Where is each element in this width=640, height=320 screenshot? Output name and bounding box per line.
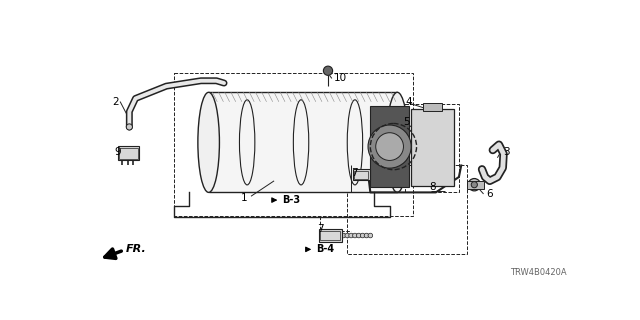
Circle shape bbox=[323, 66, 333, 76]
Text: 2: 2 bbox=[113, 97, 119, 107]
Ellipse shape bbox=[198, 92, 220, 192]
Bar bbox=[319, 229, 342, 242]
Circle shape bbox=[360, 233, 365, 238]
Circle shape bbox=[353, 233, 357, 238]
Text: 5: 5 bbox=[403, 116, 410, 126]
Bar bbox=[119, 148, 138, 158]
Text: 6: 6 bbox=[486, 189, 492, 199]
Text: 1: 1 bbox=[241, 193, 248, 203]
Bar bbox=[371, 106, 409, 187]
Text: B-4: B-4 bbox=[316, 244, 334, 254]
Bar bbox=[467, 181, 484, 188]
Bar bbox=[353, 169, 369, 180]
Text: 8: 8 bbox=[429, 182, 436, 192]
Text: 10: 10 bbox=[333, 73, 346, 84]
Circle shape bbox=[364, 233, 369, 238]
Text: 4: 4 bbox=[405, 97, 412, 107]
Bar bbox=[320, 231, 340, 240]
Circle shape bbox=[349, 233, 353, 238]
Circle shape bbox=[341, 233, 346, 238]
Bar bbox=[411, 109, 454, 186]
Text: B-3: B-3 bbox=[282, 195, 300, 205]
Bar bbox=[209, 92, 397, 192]
Circle shape bbox=[376, 133, 403, 160]
Bar bbox=[348, 165, 467, 254]
Bar bbox=[422, 103, 442, 111]
Text: 9: 9 bbox=[114, 147, 120, 157]
Circle shape bbox=[126, 124, 132, 130]
Circle shape bbox=[471, 182, 477, 188]
Text: 7: 7 bbox=[351, 168, 358, 178]
Text: 7: 7 bbox=[317, 224, 324, 234]
Text: 3: 3 bbox=[504, 147, 510, 157]
Circle shape bbox=[345, 233, 349, 238]
Bar bbox=[405, 104, 459, 192]
Ellipse shape bbox=[387, 92, 408, 192]
Circle shape bbox=[356, 233, 361, 238]
Circle shape bbox=[368, 125, 411, 168]
Circle shape bbox=[468, 179, 481, 191]
Text: FR.: FR. bbox=[126, 244, 147, 254]
Bar bbox=[174, 73, 413, 215]
Bar bbox=[354, 171, 368, 179]
Text: TRW4B0420A: TRW4B0420A bbox=[510, 268, 566, 277]
Circle shape bbox=[368, 233, 372, 238]
Bar bbox=[118, 146, 140, 160]
